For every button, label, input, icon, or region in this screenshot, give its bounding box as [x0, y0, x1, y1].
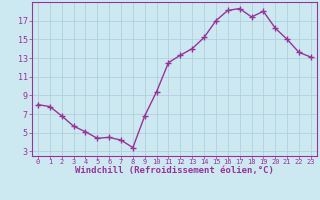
X-axis label: Windchill (Refroidissement éolien,°C): Windchill (Refroidissement éolien,°C) [75, 166, 274, 175]
